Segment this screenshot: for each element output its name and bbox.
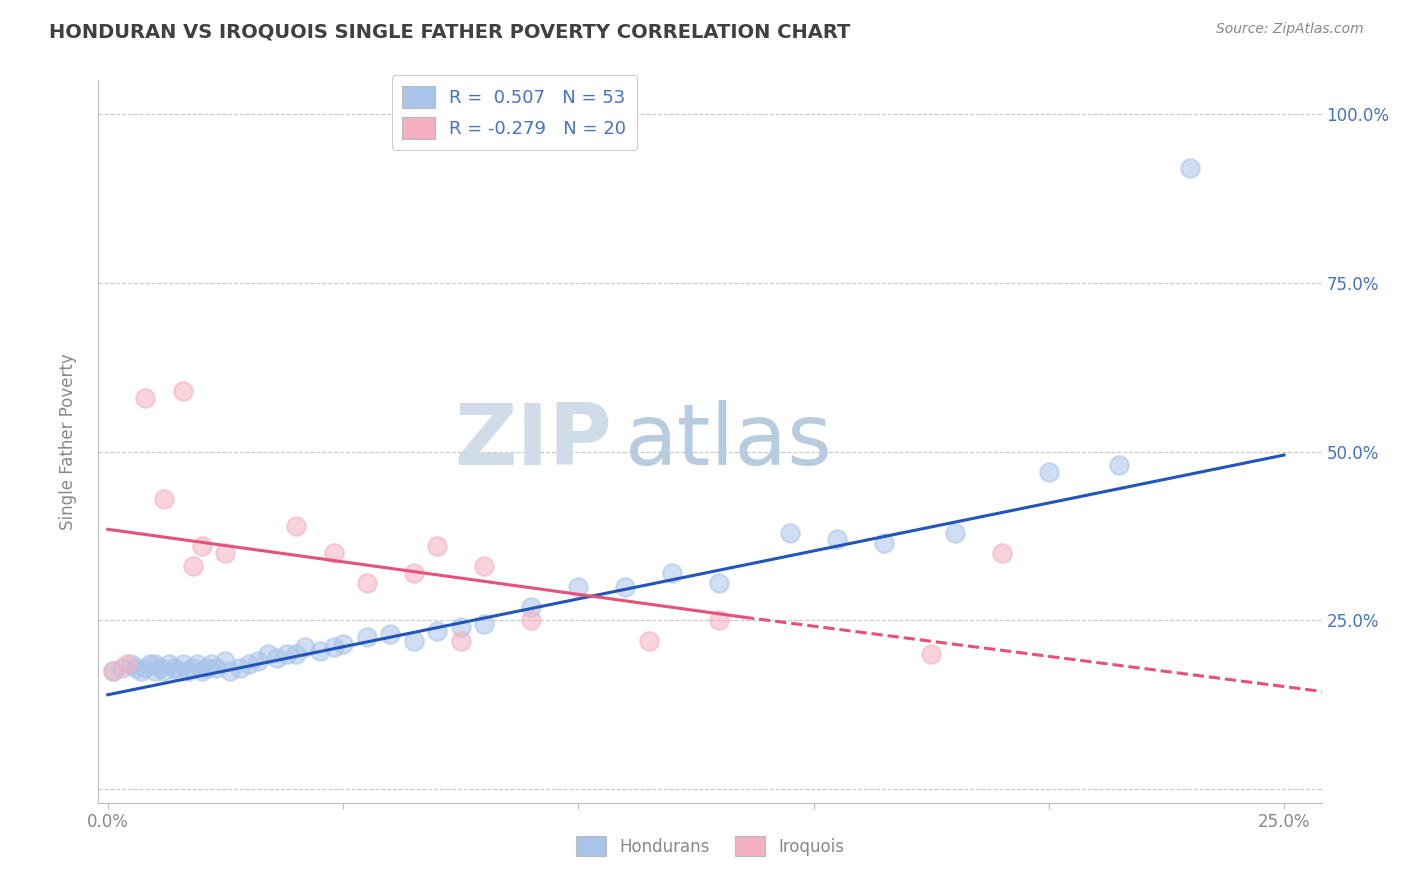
Point: [285, 647, 308, 661]
Point: [172, 384, 194, 398]
Point: [134, 391, 156, 405]
Point: [101, 664, 124, 678]
Point: [322, 640, 344, 655]
Point: [943, 525, 966, 540]
Point: [614, 580, 637, 594]
Point: [163, 661, 186, 675]
Point: [186, 657, 208, 672]
Point: [143, 657, 166, 672]
Point: [920, 647, 942, 661]
Point: [266, 650, 288, 665]
Point: [153, 664, 176, 678]
Point: [129, 664, 152, 678]
Point: [125, 661, 148, 675]
Point: [115, 657, 138, 672]
Point: [294, 640, 316, 655]
Point: [285, 519, 308, 533]
Point: [219, 664, 242, 678]
Point: [709, 576, 731, 591]
Point: [402, 633, 425, 648]
Text: atlas: atlas: [624, 400, 832, 483]
Point: [191, 539, 214, 553]
Point: [426, 539, 449, 553]
Point: [779, 525, 801, 540]
Point: [195, 661, 218, 675]
Point: [276, 647, 298, 661]
Point: [111, 661, 134, 675]
Point: [228, 661, 250, 675]
Point: [172, 657, 194, 672]
Point: [167, 664, 190, 678]
Point: [322, 546, 344, 560]
Point: [825, 533, 848, 547]
Point: [181, 661, 204, 675]
Point: [101, 664, 124, 678]
Point: [356, 631, 378, 645]
Point: [356, 576, 378, 591]
Point: [157, 657, 180, 672]
Point: [873, 536, 896, 550]
Point: [637, 633, 661, 648]
Point: [205, 661, 228, 675]
Point: [1178, 161, 1201, 175]
Point: [426, 624, 449, 638]
Point: [181, 559, 204, 574]
Point: [143, 664, 166, 678]
Point: [402, 566, 425, 581]
Point: [177, 664, 200, 678]
Y-axis label: Single Father Poverty: Single Father Poverty: [59, 353, 77, 530]
Point: [149, 661, 172, 675]
Point: [332, 637, 354, 651]
Point: [450, 620, 472, 634]
Point: [567, 580, 589, 594]
Point: [450, 633, 472, 648]
Point: [520, 614, 543, 628]
Point: [139, 657, 162, 672]
Point: [191, 664, 214, 678]
Point: [238, 657, 260, 672]
Point: [200, 657, 222, 672]
Point: [1038, 465, 1060, 479]
Point: [256, 647, 278, 661]
Text: ZIP: ZIP: [454, 400, 612, 483]
Point: [247, 654, 270, 668]
Point: [120, 657, 142, 672]
Point: [214, 546, 236, 560]
Point: [709, 614, 731, 628]
Point: [134, 661, 156, 675]
Point: [153, 491, 176, 506]
Point: [1108, 458, 1130, 472]
Legend: Hondurans, Iroquois: Hondurans, Iroquois: [569, 830, 851, 863]
Point: [214, 654, 236, 668]
Point: [520, 599, 543, 614]
Text: Source: ZipAtlas.com: Source: ZipAtlas.com: [1216, 22, 1364, 37]
Point: [472, 559, 495, 574]
Point: [378, 627, 401, 641]
Point: [472, 616, 495, 631]
Text: HONDURAN VS IROQUOIS SINGLE FATHER POVERTY CORRELATION CHART: HONDURAN VS IROQUOIS SINGLE FATHER POVER…: [49, 22, 851, 41]
Point: [308, 644, 330, 658]
Point: [661, 566, 683, 581]
Point: [990, 546, 1012, 560]
